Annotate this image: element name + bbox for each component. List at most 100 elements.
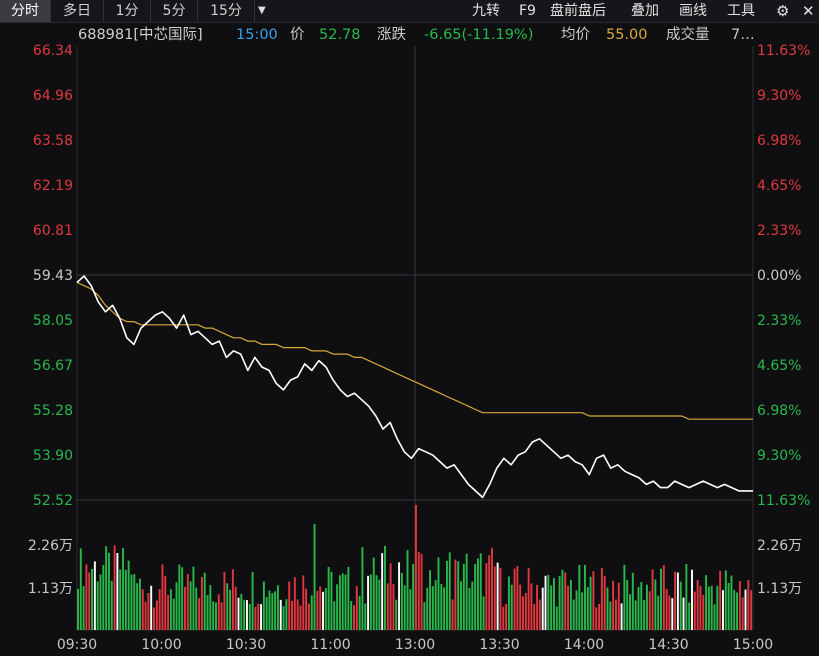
volume-bar	[276, 585, 279, 630]
volume-bar	[705, 575, 708, 630]
volume-bar	[172, 598, 175, 630]
volume-bar	[437, 557, 440, 630]
tab-multi-day[interactable]: 多日	[51, 0, 104, 22]
volume-bar	[386, 583, 389, 630]
x-tick-label: 14:30	[648, 637, 688, 653]
volume-bar	[234, 586, 237, 630]
volume-bar	[612, 580, 615, 630]
volume-bar	[727, 583, 730, 630]
volume-bar	[558, 575, 561, 630]
volume-bar	[282, 606, 285, 630]
volume-bar	[322, 591, 324, 630]
overlay-button[interactable]: 叠加	[631, 3, 659, 19]
close-icon[interactable]: ✕	[802, 2, 815, 20]
volume-bar	[274, 591, 277, 630]
volume-bar	[719, 571, 722, 630]
volume-bar	[620, 603, 623, 630]
tab-15min[interactable]: 15分	[198, 0, 255, 22]
volume-bar	[443, 587, 446, 630]
quote-info-bar: 688981[中芯国际] 15:00 价 52.78 涨跌 -6.65(-11.…	[0, 24, 819, 46]
tab-1min[interactable]: 1分	[104, 0, 151, 22]
volume-bar	[651, 569, 654, 630]
x-tick-label: 13:30	[479, 637, 519, 653]
volume-bar	[538, 599, 541, 630]
volume-bar	[181, 567, 184, 630]
volume-bar	[547, 574, 550, 630]
volume-bar	[217, 594, 220, 630]
volume-bar	[175, 582, 178, 630]
volume-bar	[384, 546, 386, 630]
volume-bar	[569, 579, 572, 630]
volume-bar	[307, 603, 310, 630]
volume-bar	[533, 604, 536, 630]
volume-bar	[496, 562, 499, 630]
volume-bar	[319, 586, 322, 630]
volume-bar	[457, 561, 460, 630]
volume-bar	[429, 570, 431, 630]
volume-bar	[722, 590, 724, 630]
volume-bar	[445, 560, 448, 630]
volume-bar	[155, 600, 158, 630]
volume-bar	[124, 569, 127, 630]
caret-down-icon[interactable]: ▼	[258, 5, 266, 16]
volume-bar	[679, 581, 682, 630]
volume-bar	[240, 594, 243, 630]
average-price-line	[76, 281, 753, 420]
volume-bar	[502, 606, 505, 630]
draw-line-button[interactable]: 画线	[679, 3, 707, 19]
volume-bar	[178, 564, 181, 630]
volume-bar	[406, 550, 409, 630]
volume-bar	[614, 599, 617, 630]
volume-bar	[285, 599, 288, 630]
volume-bar	[572, 599, 575, 630]
y-left-tick-label: 52.52	[33, 493, 73, 509]
volume-bar	[82, 586, 85, 630]
volume-bar	[364, 603, 367, 630]
volume-bar	[507, 576, 510, 630]
volume-bar	[223, 572, 226, 630]
y-left-tick-label: 60.81	[33, 223, 73, 239]
volume-bar	[251, 572, 254, 630]
volume-bar	[589, 576, 592, 630]
y-right-tick-label: 6.98%	[757, 403, 801, 419]
volume-bar	[96, 581, 99, 630]
gear-icon[interactable]: ⚙	[776, 2, 790, 20]
volume-bar	[730, 575, 733, 630]
y-left-tick-label: 62.19	[33, 178, 73, 194]
pre-post-market-button[interactable]: 盘前盘后	[550, 3, 606, 19]
volume-bar	[372, 557, 375, 630]
stock-code-name: 688981[中芯国际]	[78, 27, 203, 43]
volume-bar	[110, 580, 113, 630]
volume-bar	[338, 575, 341, 630]
volume-bar	[426, 587, 429, 630]
volume-bar	[544, 575, 547, 630]
tab-5min[interactable]: 5分	[151, 0, 198, 22]
volume-bar	[381, 553, 384, 630]
volume-bar	[246, 600, 248, 630]
volume-bar	[530, 583, 533, 630]
f9-button[interactable]: F9	[519, 3, 536, 19]
volume-bar	[600, 567, 603, 630]
volume-bar	[578, 564, 581, 630]
volume-bar	[741, 597, 744, 630]
volume-bar	[105, 546, 108, 630]
volume-bar	[113, 545, 116, 630]
volume-bar	[226, 583, 229, 630]
volume-bar	[476, 558, 479, 630]
volume-bar	[347, 566, 350, 630]
volume-bar	[626, 580, 629, 630]
volume-bar	[184, 586, 186, 630]
nine-turn-button[interactable]: 九转	[472, 3, 500, 19]
volume-bar	[395, 599, 398, 630]
volume-bar	[479, 553, 482, 630]
tools-button[interactable]: 工具	[727, 3, 755, 19]
volume-bar	[699, 586, 702, 630]
tab-intraday[interactable]: 分时	[0, 0, 51, 22]
x-tick-label: 10:30	[226, 637, 266, 653]
volume-bar	[398, 562, 401, 630]
volume-bar	[648, 591, 651, 630]
volume-bar	[527, 567, 530, 630]
volume-bar	[522, 596, 524, 630]
y-right-tick-label: 0.00%	[757, 268, 801, 284]
